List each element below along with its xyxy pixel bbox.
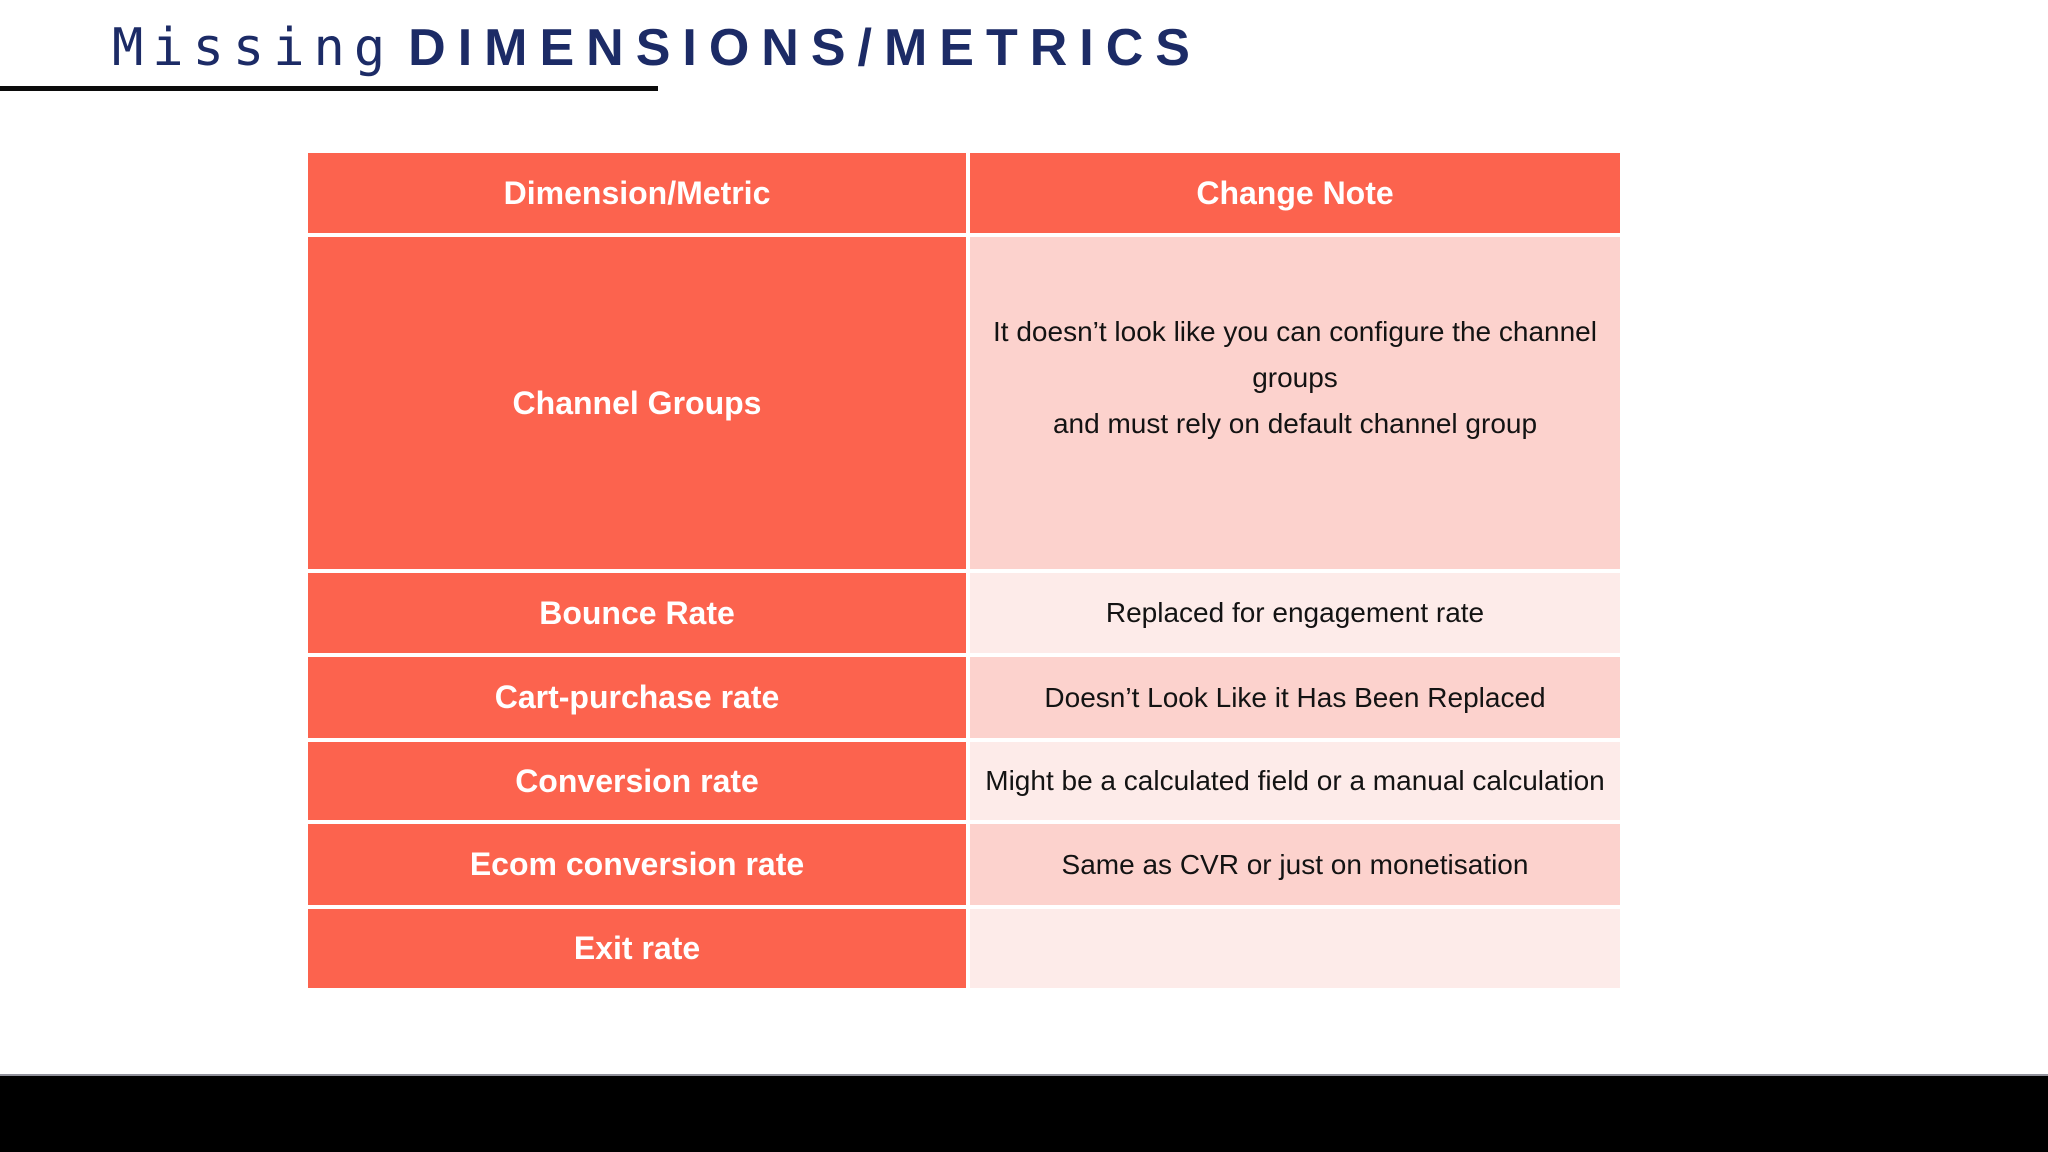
note-line: Might be a calculated field or a manual …	[985, 765, 1605, 796]
title-underline-accent	[0, 86, 658, 91]
note-cell: It doesn’t look like you can configure t…	[970, 237, 1620, 569]
metric-label: Exit rate	[573, 930, 701, 967]
metric-label: Ecom conversion rate	[469, 846, 805, 883]
note-cell: Replaced for engagement rate	[970, 573, 1620, 653]
page-title-prefix: Missing	[112, 18, 395, 78]
note-cell: Doesn’t Look Like it Has Been Replaced	[970, 657, 1620, 738]
note-line: Doesn’t Look Like it Has Been Replaced	[1044, 681, 1546, 713]
metric-cell: Cart-purchase rate	[308, 657, 966, 738]
metric-label: Conversion rate	[515, 762, 759, 799]
table-row-ecom-conversion-rate: Ecom conversion rate Same as CVR or just…	[308, 824, 1620, 905]
header-label: Dimension/Metric	[503, 174, 771, 211]
note-line: It doesn’t look like you can configure t…	[993, 316, 1597, 393]
header-cell-change-note: Change Note	[970, 153, 1620, 233]
metric-cell: Channel Groups	[308, 237, 966, 569]
table-row-conversion-rate: Conversion rate Might be a calculated fi…	[308, 742, 1620, 820]
header-label: Change Note	[1196, 174, 1394, 211]
table-row-exit-rate: Exit rate	[308, 909, 1620, 988]
footer-black-bar	[0, 1074, 2048, 1152]
header-cell-dimension-metric: Dimension/Metric	[308, 153, 966, 233]
page-title: Missing DIMENSIONS/METRICS	[112, 18, 1202, 78]
metric-cell: Ecom conversion rate	[308, 824, 966, 905]
missing-dimensions-table: Dimension/Metric Change Note Channel Gro…	[308, 153, 1620, 988]
table-row-channel-groups: Channel Groups It doesn’t look like you …	[308, 237, 1620, 569]
page-title-emphasis: DIMENSIONS/METRICS	[408, 19, 1202, 77]
metric-cell: Conversion rate	[308, 742, 966, 820]
metric-cell: Exit rate	[308, 909, 966, 988]
note-cell-empty	[970, 909, 1620, 988]
note-cell: Might be a calculated field or a manual …	[970, 742, 1620, 820]
note-line: Replaced for engagement rate	[1105, 597, 1485, 628]
metric-label: Cart-purchase rate	[494, 679, 780, 716]
table-row-bounce-rate: Bounce Rate Replaced for engagement rate	[308, 573, 1620, 653]
note-line: and must rely on default channel group	[1052, 408, 1538, 439]
metric-label: Channel Groups	[512, 384, 762, 421]
note-cell: Same as CVR or just on monetisation	[970, 824, 1620, 905]
table-row-cart-purchase-rate: Cart-purchase rate Doesn’t Look Like it …	[308, 657, 1620, 738]
table-header-row: Dimension/Metric Change Note	[308, 153, 1620, 233]
note-line: Same as CVR or just on monetisation	[1061, 848, 1529, 880]
metric-cell: Bounce Rate	[308, 573, 966, 653]
metric-label: Bounce Rate	[539, 594, 735, 631]
